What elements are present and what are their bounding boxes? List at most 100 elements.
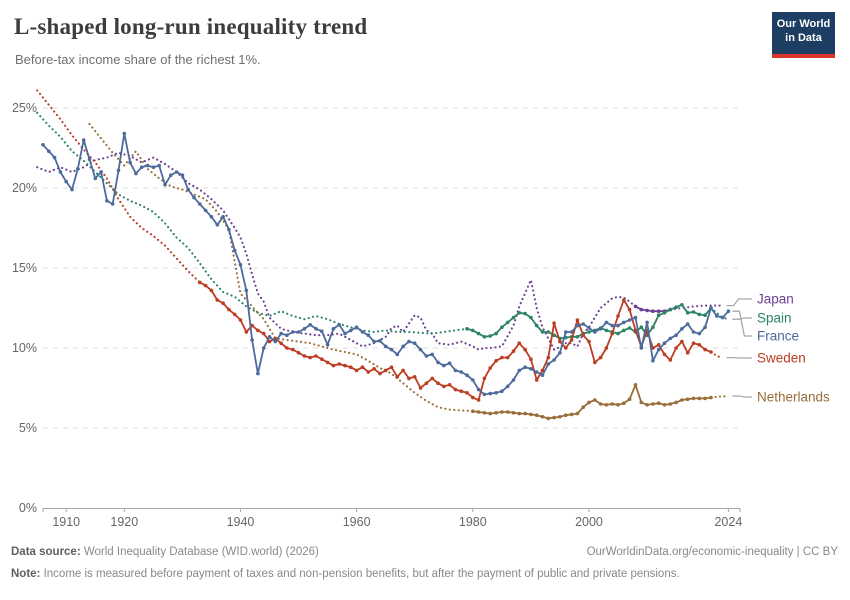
series-label-spain[interactable]: Spain — [757, 311, 792, 326]
series-line-spain-dotted — [709, 306, 730, 321]
data-point-marker — [320, 357, 324, 362]
series-line-sweden-dotted — [36, 89, 201, 284]
data-point-marker — [343, 363, 347, 368]
data-point-marker — [581, 405, 585, 410]
series-label-leader-line — [726, 298, 752, 307]
data-point-marker — [494, 391, 498, 395]
data-point-marker — [105, 199, 109, 203]
data-point-marker — [261, 346, 266, 350]
owid-license-link[interactable]: OurWorldinData.org/economic-inequality |… — [586, 546, 838, 558]
data-point-marker — [569, 412, 574, 417]
data-point-marker — [81, 138, 86, 142]
data-point-marker — [465, 391, 469, 395]
data-point-marker — [360, 365, 365, 370]
x-axis-tick-label: 2000 — [575, 515, 603, 529]
data-point-marker — [534, 323, 539, 328]
data-point-marker — [668, 358, 673, 362]
data-point-marker — [662, 311, 667, 315]
data-point-marker — [505, 355, 510, 360]
data-point-marker — [593, 398, 597, 402]
data-point-marker — [691, 310, 696, 314]
data-point-marker — [331, 363, 336, 368]
data-point-marker — [64, 179, 68, 184]
data-point-marker — [476, 331, 481, 336]
data-point-marker — [674, 400, 678, 405]
data-point-marker — [70, 187, 74, 192]
series-label-sweden[interactable]: Sweden — [757, 351, 806, 366]
data-point-marker — [139, 165, 144, 169]
data-point-marker — [227, 307, 231, 312]
data-point-marker — [471, 328, 475, 333]
data-point-marker — [703, 347, 707, 352]
data-point-marker — [279, 341, 283, 346]
data-point-marker — [633, 383, 638, 387]
data-point-marker — [389, 347, 394, 352]
data-point-marker — [622, 298, 626, 302]
data-point-marker — [575, 411, 580, 416]
data-point-marker — [610, 331, 614, 336]
data-point-marker — [151, 165, 156, 169]
data-point-marker — [564, 413, 568, 418]
data-point-marker — [645, 308, 649, 313]
data-point-marker — [424, 354, 429, 358]
data-point-marker — [366, 370, 371, 374]
data-point-marker — [534, 370, 539, 374]
data-point-marker — [285, 333, 289, 338]
series-label-japan[interactable]: Japan — [757, 292, 794, 307]
data-point-marker — [261, 331, 266, 336]
data-point-marker — [471, 409, 475, 414]
data-point-marker — [633, 315, 638, 320]
series-label-netherlands[interactable]: Netherlands — [757, 390, 830, 405]
data-point-marker — [459, 389, 464, 394]
data-point-marker — [401, 344, 405, 349]
data-point-marker — [302, 354, 307, 358]
data-point-marker — [134, 171, 138, 176]
data-point-marker — [575, 318, 580, 322]
data-point-marker — [198, 202, 202, 206]
data-point-marker — [267, 335, 272, 339]
data-point-marker — [703, 325, 707, 330]
data-point-marker — [546, 362, 551, 366]
y-axis-tick-label: 10% — [12, 341, 37, 355]
data-point-marker — [99, 170, 103, 174]
data-point-marker — [238, 318, 243, 322]
data-point-marker — [471, 378, 475, 382]
data-point-marker — [639, 307, 644, 312]
data-point-marker — [569, 338, 574, 342]
data-point-marker — [581, 333, 585, 338]
data-point-marker — [308, 323, 313, 327]
data-point-marker — [314, 354, 318, 358]
y-axis-tick-label: 5% — [19, 421, 37, 435]
data-point-marker — [244, 288, 249, 293]
chart-footer-note-row: Note: Income is measured before payment … — [11, 568, 838, 580]
data-point-marker — [534, 378, 539, 382]
data-point-marker — [529, 412, 533, 417]
note-value: Income is measured before payment of tax… — [40, 568, 680, 580]
data-point-marker — [488, 411, 493, 416]
data-point-marker — [500, 325, 504, 330]
series-sweden — [36, 89, 724, 402]
series-label-france[interactable]: France — [757, 329, 799, 344]
data-point-marker — [407, 376, 411, 381]
data-point-marker — [482, 335, 487, 339]
data-point-marker — [581, 322, 585, 326]
data-point-marker — [308, 355, 313, 360]
data-point-marker — [337, 323, 342, 327]
owid-logo[interactable]: Our World in Data — [772, 12, 835, 58]
data-point-marker — [697, 312, 702, 317]
data-point-marker — [680, 303, 684, 307]
data-point-marker — [296, 351, 301, 355]
y-axis-tick-label: 15% — [12, 261, 37, 275]
data-point-marker — [372, 367, 376, 371]
data-point-marker — [424, 381, 429, 386]
data-point-marker — [505, 320, 510, 325]
data-point-marker — [52, 155, 57, 160]
data-point-marker — [285, 346, 289, 350]
data-point-marker — [273, 339, 278, 344]
data-point-marker — [645, 320, 649, 325]
data-point-marker — [511, 378, 516, 382]
data-point-marker — [337, 362, 342, 366]
data-point-marker — [180, 173, 185, 177]
data-point-marker — [656, 309, 661, 314]
